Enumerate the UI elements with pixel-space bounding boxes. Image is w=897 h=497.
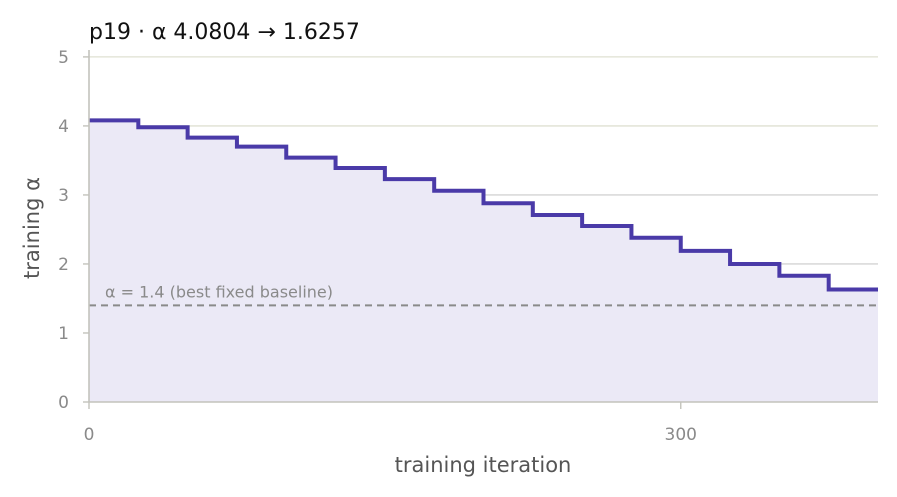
y-tick-label: 3 [58,186,69,206]
series-line [89,118,878,292]
baseline-label: α = 1.4 (best fixed baseline) [105,282,333,301]
y-axis-ticks: 0 1 2 3 4 5 [58,48,89,413]
series-area-fill [89,120,878,403]
chart-title: p19 · α 4.0804 → 1.6257 [89,20,360,45]
x-axis-ticks: 0 300 [84,402,697,445]
y-tick-label: 5 [58,48,69,68]
y-tick-label: 0 [58,393,69,413]
x-axis-title: training iteration [395,453,572,477]
x-tick-label: 300 [665,425,697,445]
y-axis-title: training α [20,177,44,279]
x-tick-label: 0 [84,425,95,445]
y-tick-label: 1 [58,324,69,344]
y-tick-label: 2 [58,255,69,275]
y-tick-label: 4 [58,117,69,137]
axes [88,50,878,403]
